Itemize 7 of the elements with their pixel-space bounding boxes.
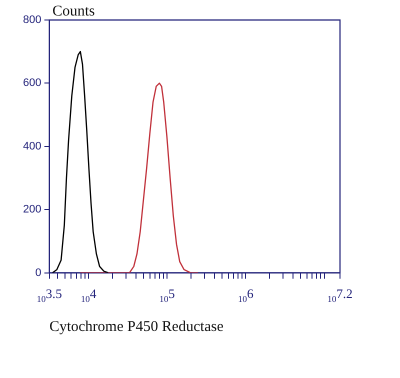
y-tick-label: 400	[22, 140, 42, 152]
y-tick-label: 600	[22, 77, 42, 90]
y-tick-label: 800	[22, 14, 42, 26]
y-tick-label: 200	[22, 204, 42, 216]
y-tick-label: 0	[35, 266, 42, 279]
y-axis-title: Counts	[52, 3, 96, 20]
x-axis-title: Cytochrome P450 Reductase	[49, 318, 224, 335]
